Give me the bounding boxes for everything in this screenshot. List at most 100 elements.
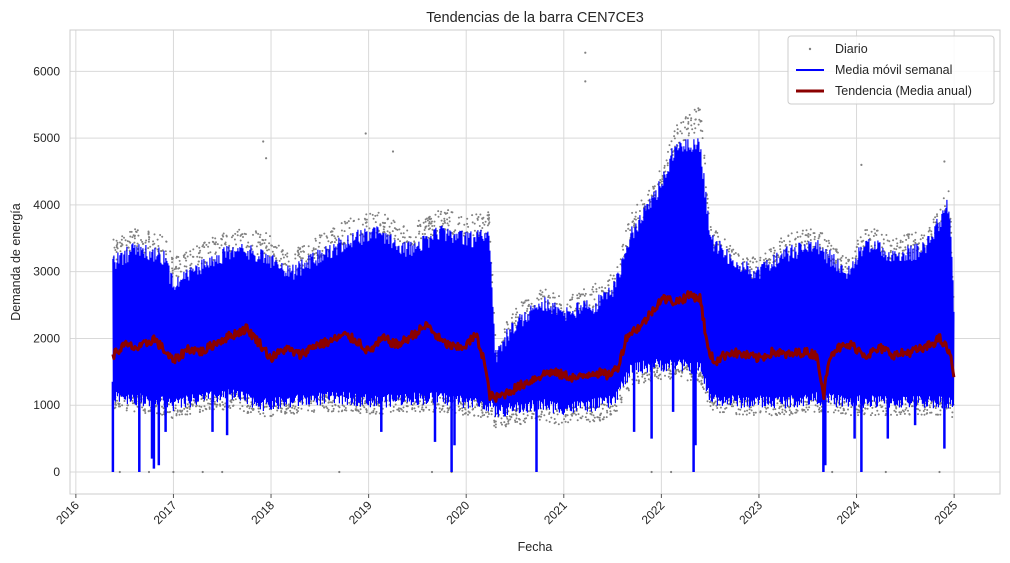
diario-point: [778, 407, 781, 410]
diario-point: [916, 403, 919, 406]
diario-point: [791, 412, 794, 415]
diario-point: [646, 374, 649, 377]
diario-point: [300, 257, 302, 260]
diario-point: [174, 404, 177, 407]
x-tick-label: 2025: [931, 498, 960, 527]
diario-point: [816, 405, 819, 408]
diario-point: [932, 218, 935, 221]
diario-point: [153, 233, 156, 236]
x-tick-label: 2019: [346, 498, 375, 527]
diario-point: [653, 371, 656, 373]
diario-point: [784, 244, 787, 247]
diario-point: [431, 220, 433, 223]
diario-point: [928, 404, 931, 407]
diario-point: [698, 380, 701, 383]
chart-title: Tendencias de la barra CEN7CE3: [426, 10, 644, 26]
diario-point: [772, 246, 775, 249]
diario-point: [896, 245, 899, 248]
diario-point: [142, 409, 145, 412]
diario-point: [478, 225, 481, 227]
diario-point: [228, 244, 231, 247]
diario-point: [920, 413, 923, 416]
diario-point: [473, 222, 476, 225]
diario-point: [576, 294, 579, 297]
diario-point: [539, 293, 542, 296]
diario-point: [934, 216, 937, 219]
diario-point: [812, 245, 815, 248]
diario-point: [290, 411, 293, 414]
diario-point: [754, 411, 757, 414]
diario-point: [161, 413, 164, 416]
diario-point: [417, 405, 420, 408]
diario-point: [737, 253, 740, 256]
diario-point: [804, 234, 807, 237]
diario-point: [293, 407, 296, 410]
diario-point: [530, 415, 533, 418]
diario-point: [694, 118, 697, 121]
diario-point: [243, 232, 246, 235]
diario-point: [804, 410, 807, 413]
diario-point: [593, 416, 596, 419]
diario-point: [882, 410, 885, 413]
diario-point: [211, 236, 214, 239]
diario-point: [850, 414, 852, 417]
diario-point: [563, 418, 566, 421]
diario-point: [161, 405, 163, 408]
diario-point: [115, 258, 118, 261]
diario-point: [584, 292, 587, 295]
diario-point: [510, 316, 513, 319]
diario-point: [693, 131, 696, 134]
diario-point: [313, 252, 316, 255]
diario-point: [297, 410, 299, 413]
diario-point: [383, 230, 386, 233]
diario-point: [951, 411, 954, 414]
diario-point: [271, 250, 274, 253]
diario-point: [866, 229, 868, 231]
diario-point: [773, 249, 776, 252]
diario-point: [473, 414, 476, 417]
diario-point: [423, 229, 426, 231]
diario-point: [183, 253, 186, 256]
x-tick-label: 2021: [541, 498, 570, 527]
diario-point: [504, 331, 506, 334]
diario-point: [255, 231, 258, 234]
diario-point: [937, 413, 939, 416]
diario-point: [136, 229, 139, 232]
diario-point: [184, 413, 187, 416]
diario-point: [912, 240, 915, 243]
diario-point: [326, 407, 329, 410]
diario-point: [660, 180, 663, 183]
diario-point: [912, 243, 915, 246]
diario-point: [196, 255, 199, 258]
diario-point: [396, 408, 399, 411]
diario-point: [446, 218, 449, 221]
diario-point: [901, 249, 904, 252]
diario-point: [486, 224, 489, 227]
diario-point: [246, 405, 249, 408]
diario-point: [659, 373, 662, 376]
diario-point: [881, 405, 884, 408]
diario-point: [382, 228, 385, 231]
diario-point: [476, 218, 479, 221]
diario-point: [184, 257, 187, 260]
diario-point: [484, 220, 487, 223]
diario-point: [777, 411, 780, 414]
diario-point: [295, 408, 298, 411]
diario-point: [463, 403, 466, 406]
diario-point: [494, 334, 497, 336]
diario-point: [548, 420, 551, 423]
diario-point: [903, 412, 906, 415]
diario-point: [347, 220, 350, 223]
diario-point: [395, 228, 398, 231]
diario-point: [422, 221, 425, 224]
diario-point: [514, 324, 517, 327]
diario-outlier: [118, 470, 121, 474]
diario-point: [682, 139, 685, 142]
diario-point: [288, 265, 291, 268]
diario-point: [577, 413, 580, 416]
diario-point: [899, 241, 902, 244]
diario-point: [592, 305, 595, 308]
diario-point: [752, 414, 755, 416]
diario-point: [282, 256, 285, 259]
diario-point: [939, 402, 942, 405]
